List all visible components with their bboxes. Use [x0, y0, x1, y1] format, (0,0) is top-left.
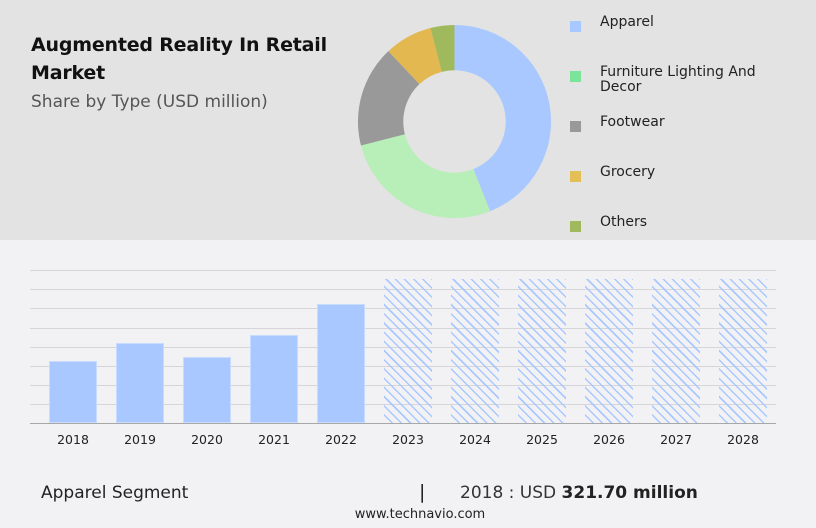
legend-label: Footwear — [600, 114, 665, 130]
bar-chart: 2018 2019 2020 2021 2022 2023 2024 2025 2026 2027… — [30, 260, 776, 460]
footer: Apparel Segment | 2018 : USD 321.70 mill… — [0, 478, 816, 528]
x-tick-label: 2024 — [459, 432, 491, 447]
separator: | — [419, 481, 426, 503]
title-line-1: Augmented Reality In Retail — [31, 34, 327, 56]
donut-slice-others — [430, 24, 455, 72]
x-axis — [30, 423, 776, 424]
page-title: Augmented Reality In Retail Market — [31, 31, 327, 87]
legend-swatch — [570, 171, 581, 182]
x-tick-label: 2022 — [325, 432, 357, 447]
legend-swatch — [570, 71, 581, 82]
x-tick-label: 2027 — [660, 432, 692, 447]
donut-slice-grocery — [388, 28, 442, 85]
header-panel: Augmented Reality In Retail Market Share… — [0, 0, 816, 240]
bar-2018 — [49, 361, 97, 423]
value-amount: 321.70 million — [561, 483, 698, 503]
legend-label: Others — [600, 214, 648, 230]
donut-slice-furniture-lighting-and-decor — [361, 134, 491, 219]
x-tick-label: 2020 — [191, 432, 223, 447]
source-url: www.technavio.com — [354, 507, 486, 522]
bar-2019 — [116, 343, 164, 423]
donut-chart — [357, 24, 552, 219]
x-tick-label: 2025 — [526, 432, 558, 447]
donut-slice-apparel — [454, 24, 552, 212]
gridline — [30, 270, 776, 272]
segment-value: 2018 : USD 321.70 million — [460, 483, 698, 503]
segment-label: Apparel Segment — [41, 483, 189, 503]
x-tick-label: 2018 — [57, 432, 89, 447]
forecast-bar-2023 — [384, 279, 432, 423]
x-tick-label: 2026 — [593, 432, 625, 447]
legend-swatch — [570, 221, 581, 232]
forecast-bar-2025 — [518, 279, 566, 423]
forecast-bar-2024 — [451, 279, 499, 423]
legend-swatch — [570, 21, 581, 32]
bar-2021 — [250, 334, 298, 423]
page-subtitle: Share by Type (USD million) — [31, 92, 268, 112]
title-line-2: Market — [31, 62, 105, 84]
x-tick-label: 2021 — [258, 432, 290, 447]
value-prefix: 2018 : USD — [460, 483, 557, 503]
forecast-bar-2028 — [719, 279, 767, 423]
donut-slice-footwear — [357, 51, 420, 146]
x-tick-label: 2023 — [392, 432, 424, 447]
legend-label: Furniture Lighting And Decor — [600, 64, 756, 95]
forecast-bar-2027 — [652, 279, 700, 423]
legend-swatch — [570, 121, 581, 132]
legend-label: Apparel — [600, 14, 654, 30]
bar-2022 — [317, 304, 365, 423]
x-tick-label: 2028 — [727, 432, 759, 447]
legend-label: Grocery — [600, 164, 656, 180]
bar-2020 — [183, 356, 231, 423]
x-tick-label: 2019 — [124, 432, 156, 447]
forecast-bar-2026 — [585, 279, 633, 423]
